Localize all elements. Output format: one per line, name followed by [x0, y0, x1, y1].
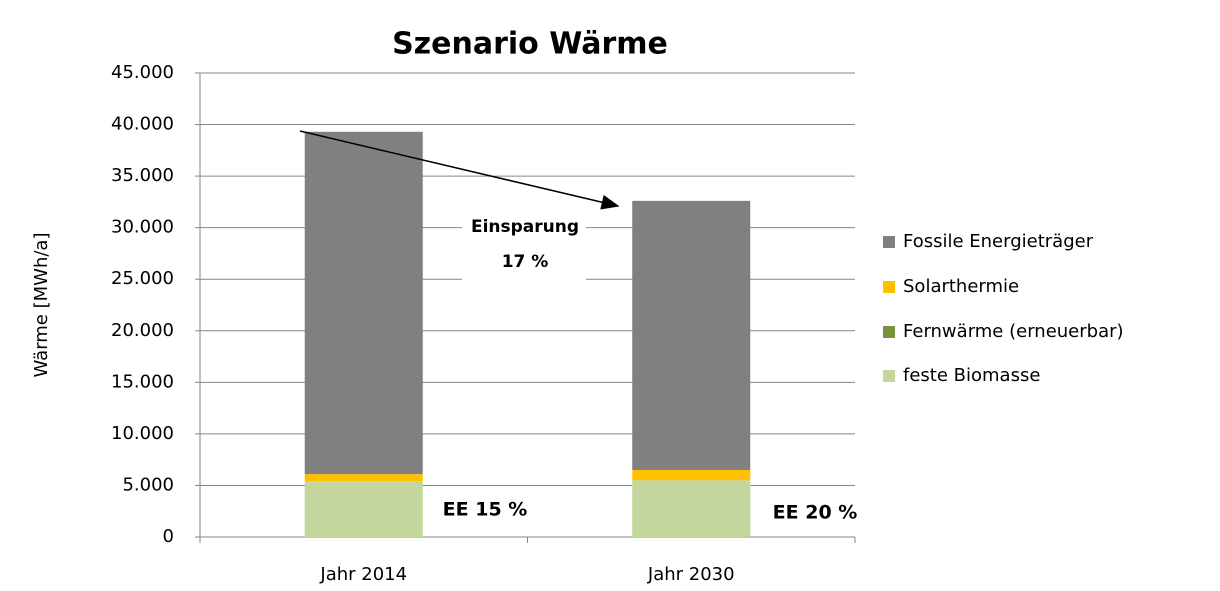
y-tick-label: 15.000: [111, 371, 174, 392]
bar-segment: [632, 200, 751, 470]
x-tick-label: Jahr 2030: [647, 564, 735, 585]
annotation: EE 15 %: [443, 499, 528, 521]
bar-segment: [632, 480, 751, 537]
annotation: Einsparung: [471, 217, 579, 237]
y-tick-label: 25.000: [111, 268, 174, 289]
y-tick-label: 30.000: [111, 217, 174, 238]
y-tick-label: 5.000: [122, 474, 174, 495]
legend-swatch: [883, 326, 895, 338]
y-tick-label: 20.000: [111, 320, 174, 341]
bar-segment: [304, 481, 423, 537]
bar-segment: [304, 474, 423, 482]
legend-label: Fossile Energieträger: [903, 231, 1094, 252]
annotation: EE 20 %: [773, 502, 858, 524]
bar-segment: [632, 469, 751, 481]
chart-title: Szenario Wärme: [392, 27, 668, 62]
savings-arrow: [299, 130, 620, 210]
y-tick-label: 0: [163, 526, 174, 547]
legend-swatch: [883, 370, 895, 382]
legend-label: feste Biomasse: [903, 365, 1040, 386]
annotation-box: [462, 205, 586, 281]
bar-segment: [304, 131, 423, 475]
legend-swatch: [883, 236, 895, 248]
legend-label: Fernwärme (erneuerbar): [903, 321, 1124, 342]
annotation: 17 %: [502, 252, 549, 272]
y-tick-label: 45.000: [111, 62, 174, 83]
legend-label: Solarthermie: [903, 276, 1019, 297]
x-tick-label: Jahr 2014: [319, 564, 407, 585]
y-axis-label: Wärme [MWh/a]: [31, 233, 52, 378]
y-tick-label: 10.000: [111, 423, 174, 444]
legend-swatch: [883, 281, 895, 293]
y-tick-label: 40.000: [111, 114, 174, 135]
y-tick-label: 35.000: [111, 165, 174, 186]
